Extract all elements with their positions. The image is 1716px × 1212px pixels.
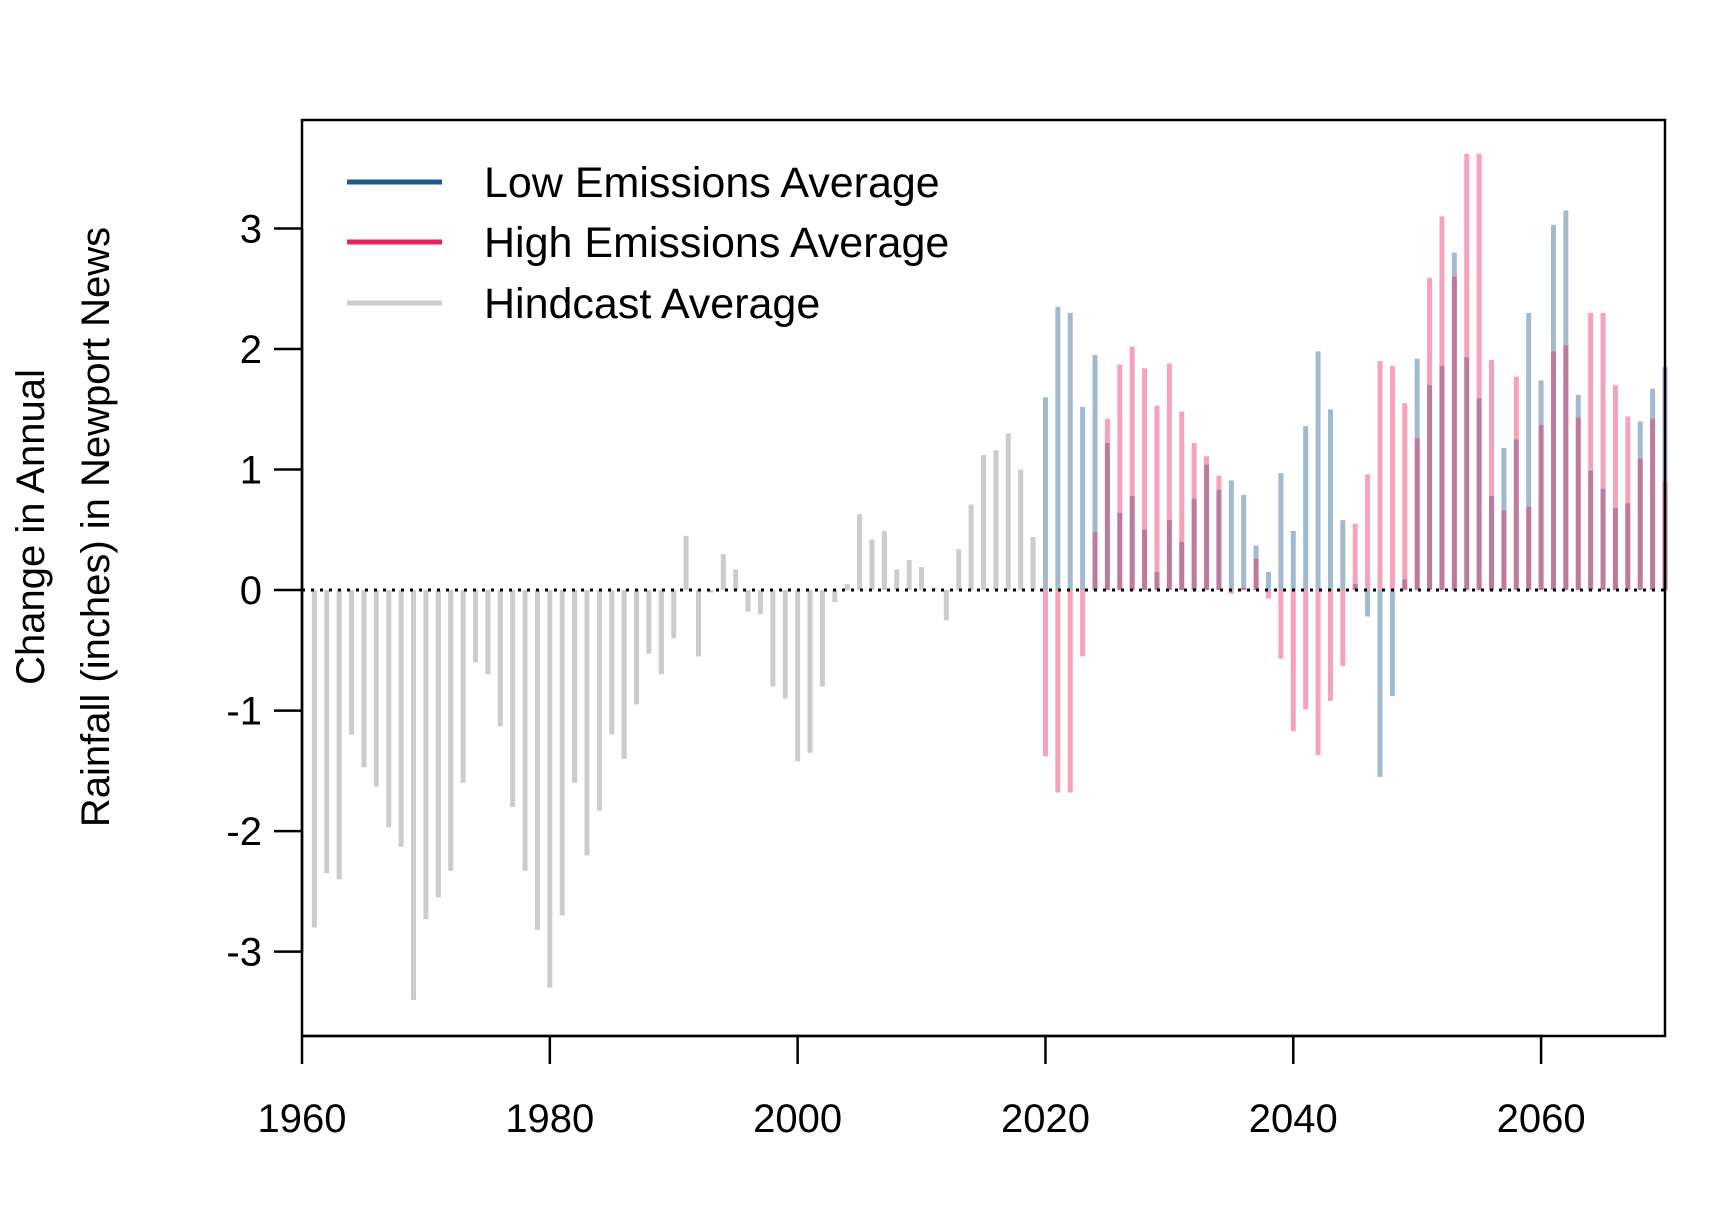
y-tick-label: 1 (240, 449, 262, 493)
x-tick-label: 2040 (1249, 1097, 1338, 1141)
legend-label-high-emissions-average: High Emissions Average (484, 219, 949, 267)
x-tick-label: 1960 (258, 1097, 347, 1141)
x-axis: 1960 1980 2000 2020 2040 2060 (258, 1034, 1586, 1141)
y-axis: -3 -2 -1 0 1 2 3 (226, 207, 304, 975)
bars-layer (311, 153, 1668, 1000)
legend-label-hindcast-average: Hindcast Average (484, 280, 820, 328)
legend: Low Emissions Average High Emissions Aver… (347, 159, 949, 328)
y-tick-label: 2 (240, 328, 262, 372)
y-tick-label: -1 (226, 690, 262, 734)
x-tick-label: 1980 (505, 1097, 594, 1141)
x-tick-label: 2020 (1001, 1097, 1090, 1141)
y-tick-label: 0 (240, 569, 262, 613)
y-axis-label-line1: Change in Annual (9, 369, 53, 685)
y-tick-label: -2 (226, 810, 262, 854)
x-tick-label: 2000 (753, 1097, 842, 1141)
y-tick-label: -3 (226, 931, 262, 975)
x-tick-label: 2060 (1497, 1097, 1586, 1141)
y-axis-label-line2: Rainfall (inches) in Newport News (74, 227, 118, 827)
y-tick-label: 3 (240, 207, 262, 251)
legend-label-low-emissions-average: Low Emissions Average (484, 159, 940, 207)
